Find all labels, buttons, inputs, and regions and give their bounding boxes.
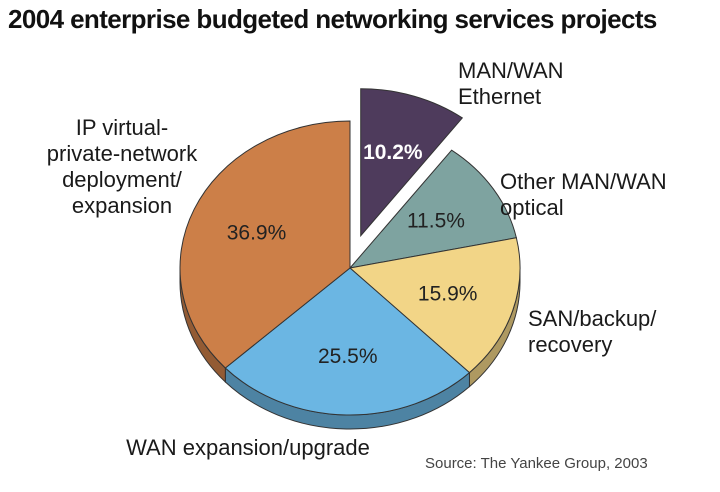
value-label-2: 15.9% bbox=[418, 282, 478, 305]
chart-title: 2004 enterprise budgeted networking serv… bbox=[8, 4, 657, 34]
pie-slice-0 bbox=[360, 88, 464, 238]
pie-slice-3 bbox=[224, 267, 471, 416]
value-label-0: 10.2% bbox=[363, 141, 423, 164]
pie-slice-2 bbox=[348, 237, 521, 374]
value-label-4: 36.9% bbox=[227, 222, 287, 245]
category-label-3: WAN expansion/upgrade bbox=[126, 435, 370, 460]
value-label-3: 25.5% bbox=[318, 345, 378, 368]
category-label-2: SAN/backup/recovery bbox=[528, 306, 657, 357]
category-label-4: IP virtual-private-network deployment/exp… bbox=[47, 115, 198, 218]
pie-slice-4 bbox=[179, 120, 351, 369]
source-note: Source: The Yankee Group, 2003 bbox=[425, 455, 648, 472]
pie-slice-1 bbox=[348, 149, 517, 269]
category-label-1: Other MAN/WAN optical bbox=[500, 169, 667, 220]
value-label-1: 11.5% bbox=[407, 210, 465, 233]
category-label-0: MAN/WAN Ethernet bbox=[458, 58, 564, 109]
